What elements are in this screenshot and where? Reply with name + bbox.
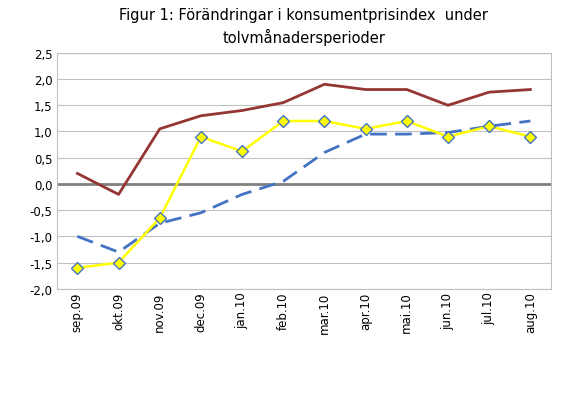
Title: Figur 1: Förändringar i konsumentprisindex  under
tolvmånadersperioder: Figur 1: Förändringar i konsumentprisind… <box>119 8 488 45</box>
